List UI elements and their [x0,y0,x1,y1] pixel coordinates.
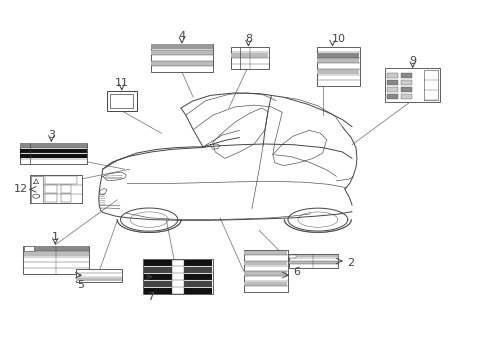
Text: 3: 3 [48,130,55,140]
Bar [23,246,89,274]
Text: 7: 7 [147,292,154,302]
Bar [183,267,212,273]
Bar [110,94,133,108]
Bar [386,94,397,99]
Bar [386,87,397,92]
Bar [151,44,212,49]
Bar [288,255,296,258]
Bar [45,194,57,202]
Text: 9: 9 [408,55,415,66]
Text: 1: 1 [52,232,59,242]
Bar [106,91,137,111]
Bar [45,185,57,193]
Bar [151,44,212,49]
Text: 12: 12 [14,184,28,194]
Bar [20,143,86,148]
Bar [143,274,172,280]
Bar [30,175,81,203]
Bar [385,68,439,102]
Bar [143,281,172,287]
Text: 5: 5 [77,280,84,290]
Bar [143,267,172,273]
Bar [150,44,213,72]
Bar [143,260,172,266]
Bar [172,260,183,294]
Bar [24,252,89,256]
Bar [244,271,286,276]
Bar [143,288,172,294]
Bar [61,185,71,193]
Bar [244,261,286,265]
Bar [316,47,359,86]
Bar [386,73,397,78]
Bar [231,53,268,58]
Bar [151,61,212,66]
Text: 8: 8 [244,34,251,44]
Bar [76,278,122,281]
Bar [24,246,89,251]
Bar [400,73,411,78]
Bar [230,47,268,69]
Bar [24,246,34,251]
Bar [183,288,212,294]
Bar [424,70,437,100]
Bar [183,274,212,280]
Bar [400,87,411,92]
Text: 6: 6 [293,267,300,277]
Bar [243,250,287,292]
Bar [76,269,122,282]
Bar [45,176,77,184]
Bar [317,58,359,63]
Bar [400,80,411,85]
Bar [386,80,397,85]
Bar [61,194,71,202]
Bar [31,176,42,203]
Bar [244,251,286,255]
Bar [288,254,338,268]
Bar [317,53,359,58]
Bar [288,255,337,257]
Bar [20,148,86,153]
Bar [400,94,411,99]
Bar [183,260,212,266]
Text: 10: 10 [331,34,345,44]
Text: 4: 4 [178,31,185,41]
Bar [20,154,86,158]
Bar [317,69,359,74]
Bar [183,281,212,287]
Bar [20,143,87,164]
Bar [143,259,212,294]
Text: 11: 11 [115,78,128,88]
Bar [288,261,337,264]
Bar [244,282,286,286]
Text: 2: 2 [346,258,354,268]
Bar [151,50,212,55]
